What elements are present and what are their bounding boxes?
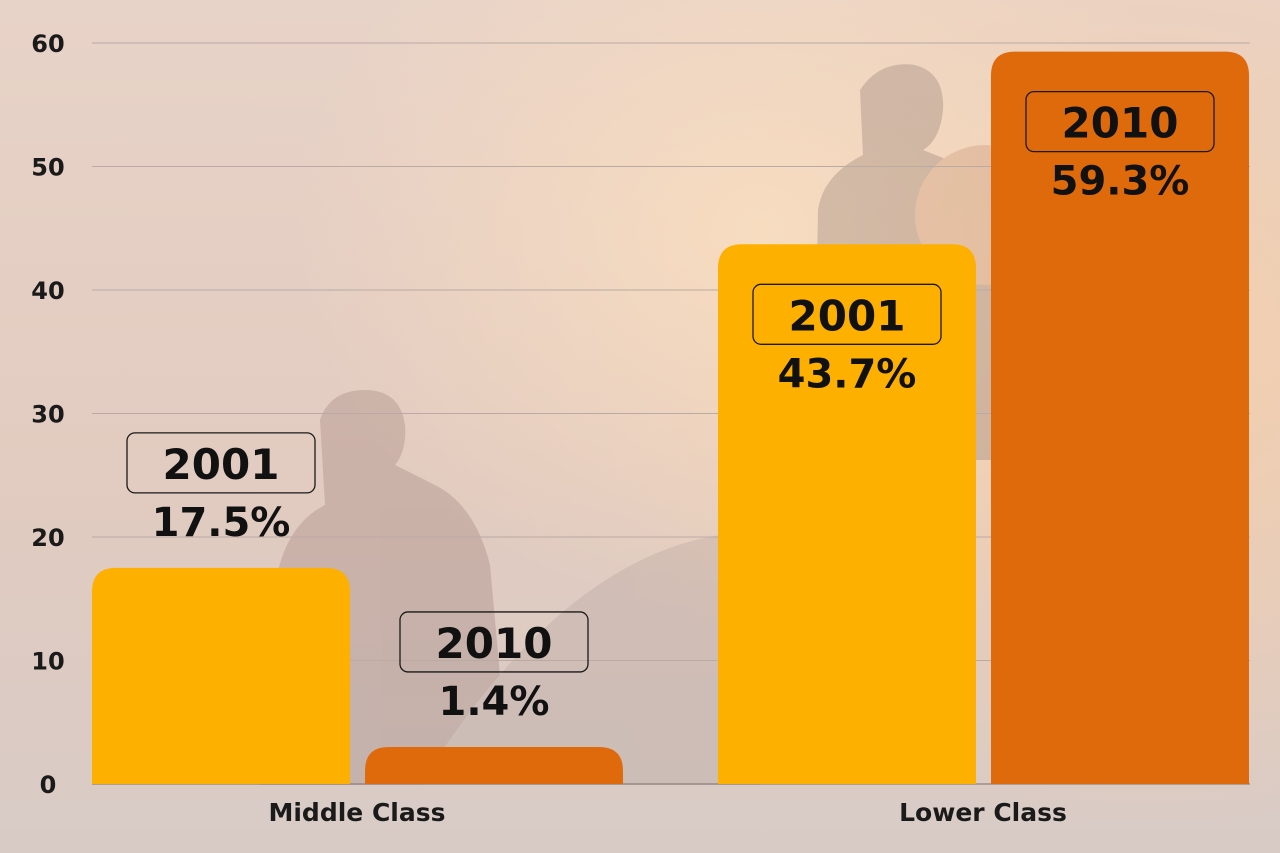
x-category-label: Middle Class [268,798,445,827]
year-label: 2001 [789,291,906,340]
bar-middle-class-2010 [365,746,623,784]
bar-middle-class-2001 [92,567,350,784]
year-label-box [1025,90,1215,153]
value-label: 43.7% [778,351,917,397]
value-label: 17.5% [152,500,291,546]
y-tick-label: 40 [31,277,64,305]
y-tick-label: 30 [31,401,64,429]
year-label-box [752,283,942,345]
y-tick-label: 60 [31,30,64,58]
y-tick-label: 50 [31,154,64,182]
data-labels: 2001 17.5% 2001 43.7% 2010 1.4% 2010 59.3% [126,90,1215,725]
y-tick-label: 10 [31,648,64,676]
year-label: 2010 [436,619,553,668]
x-axis: Middle Class Lower Class [268,798,1066,827]
bar-lower-class-2010 [991,51,1249,784]
y-tick-label: 20 [31,524,64,552]
y-tick-label: 0 [40,771,57,799]
x-category-label: Lower Class [899,798,1067,827]
year-label-box [399,611,589,673]
year-label: 2001 [163,440,280,489]
bar-lower-class-2001 [718,244,976,784]
year-label: 2010 [1062,99,1179,148]
value-label: 59.3% [1051,159,1190,205]
bars [92,51,1249,784]
y-axis: 0 10 20 30 40 50 60 [31,30,64,799]
year-label-box [126,432,316,494]
value-label: 1.4% [439,679,550,725]
